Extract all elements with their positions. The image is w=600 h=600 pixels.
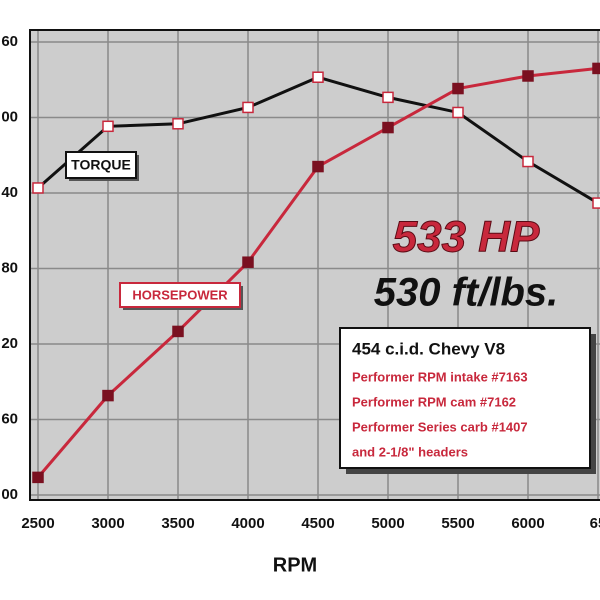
data-point bbox=[172, 118, 184, 130]
data-point bbox=[172, 325, 184, 338]
data-point bbox=[382, 91, 394, 104]
info-line: and 2-1/8" headers bbox=[352, 444, 468, 459]
info-box bbox=[339, 327, 591, 469]
plot-border bbox=[29, 29, 600, 501]
x-tick-label: 2500 bbox=[21, 515, 54, 532]
x-tick-label: 3500 bbox=[161, 515, 194, 532]
y-tick-label: 20 bbox=[1, 335, 18, 352]
y-tick-label: 80 bbox=[1, 259, 18, 276]
x-tick-label: 4000 bbox=[231, 515, 264, 532]
data-point bbox=[32, 471, 44, 484]
annotation: 533 HP bbox=[393, 213, 540, 262]
info-line: Performer RPM intake #7163 bbox=[352, 369, 528, 384]
info-title: 454 c.i.d. Chevy V8 bbox=[352, 339, 505, 358]
data-point bbox=[312, 71, 324, 83]
annotation: 530 ft/lbs. bbox=[374, 271, 559, 315]
data-point bbox=[592, 62, 600, 75]
x-tick-label: 5000 bbox=[371, 515, 404, 532]
data-point bbox=[452, 82, 464, 95]
data-point bbox=[522, 155, 534, 168]
legend-box bbox=[119, 282, 241, 308]
legend-box bbox=[65, 151, 137, 179]
data-point bbox=[312, 160, 324, 173]
y-tick-label: 60 bbox=[1, 33, 18, 50]
legend-label: HORSEPOWER bbox=[132, 287, 228, 302]
y-tick-label: 00 bbox=[1, 108, 18, 125]
info-line: Performer Series carb #1407 bbox=[352, 419, 528, 434]
y-tick-label: 40 bbox=[1, 184, 18, 201]
data-point bbox=[102, 120, 114, 133]
data-point bbox=[522, 70, 534, 82]
y-tick-label: 60 bbox=[1, 410, 18, 427]
info-line: Performer RPM cam #7162 bbox=[352, 394, 516, 409]
x-tick-label: 4500 bbox=[301, 515, 334, 532]
x-axis-label: RPM bbox=[273, 554, 317, 576]
data-point bbox=[242, 101, 254, 114]
x-tick-label: 6000 bbox=[511, 515, 544, 532]
data-point bbox=[32, 182, 44, 194]
data-point bbox=[382, 121, 394, 134]
data-point bbox=[592, 197, 600, 209]
y-tick-label: 00 bbox=[1, 486, 18, 503]
x-tick-label: 3000 bbox=[91, 515, 124, 532]
data-point bbox=[102, 389, 114, 402]
x-tick-label: 5500 bbox=[441, 515, 474, 532]
legend-label: TORQUE bbox=[71, 157, 131, 173]
data-point bbox=[242, 256, 254, 268]
data-point bbox=[452, 106, 464, 119]
x-tick-label: 65 bbox=[590, 515, 600, 532]
